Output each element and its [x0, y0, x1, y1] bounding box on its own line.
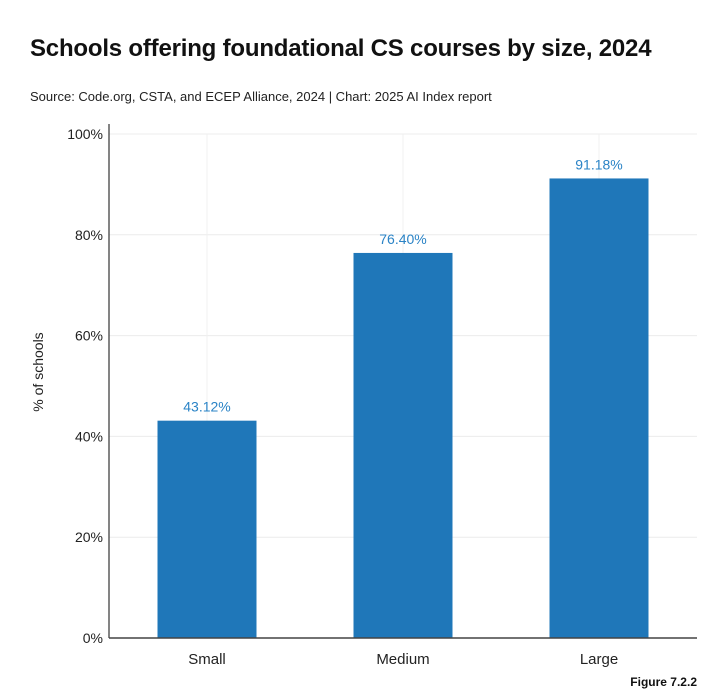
x-tick-label: Medium [376, 651, 429, 668]
y-tick-label: 20% [75, 529, 103, 545]
data-label: 43.12% [183, 399, 230, 415]
x-tick-label: Small [188, 651, 226, 668]
bar-medium [353, 252, 453, 638]
x-tick-label: Large [580, 651, 618, 668]
y-axis-title: % of schools [30, 332, 46, 411]
y-tick-label: 80% [75, 227, 103, 243]
y-tick-label: 0% [83, 630, 103, 646]
chart-source: Source: Code.org, CSTA, and ECEP Allianc… [30, 89, 492, 104]
bar-small [157, 420, 257, 638]
data-label: 76.40% [379, 231, 426, 247]
data-label: 91.18% [575, 156, 622, 172]
bar-large [549, 178, 649, 638]
y-tick-label: 60% [75, 328, 103, 344]
y-tick-label: 100% [67, 126, 103, 142]
y-tick-label: 40% [75, 428, 103, 444]
chart-title: Schools offering foundational CS courses… [30, 35, 652, 62]
figure-label: Figure 7.2.2 [630, 675, 697, 689]
